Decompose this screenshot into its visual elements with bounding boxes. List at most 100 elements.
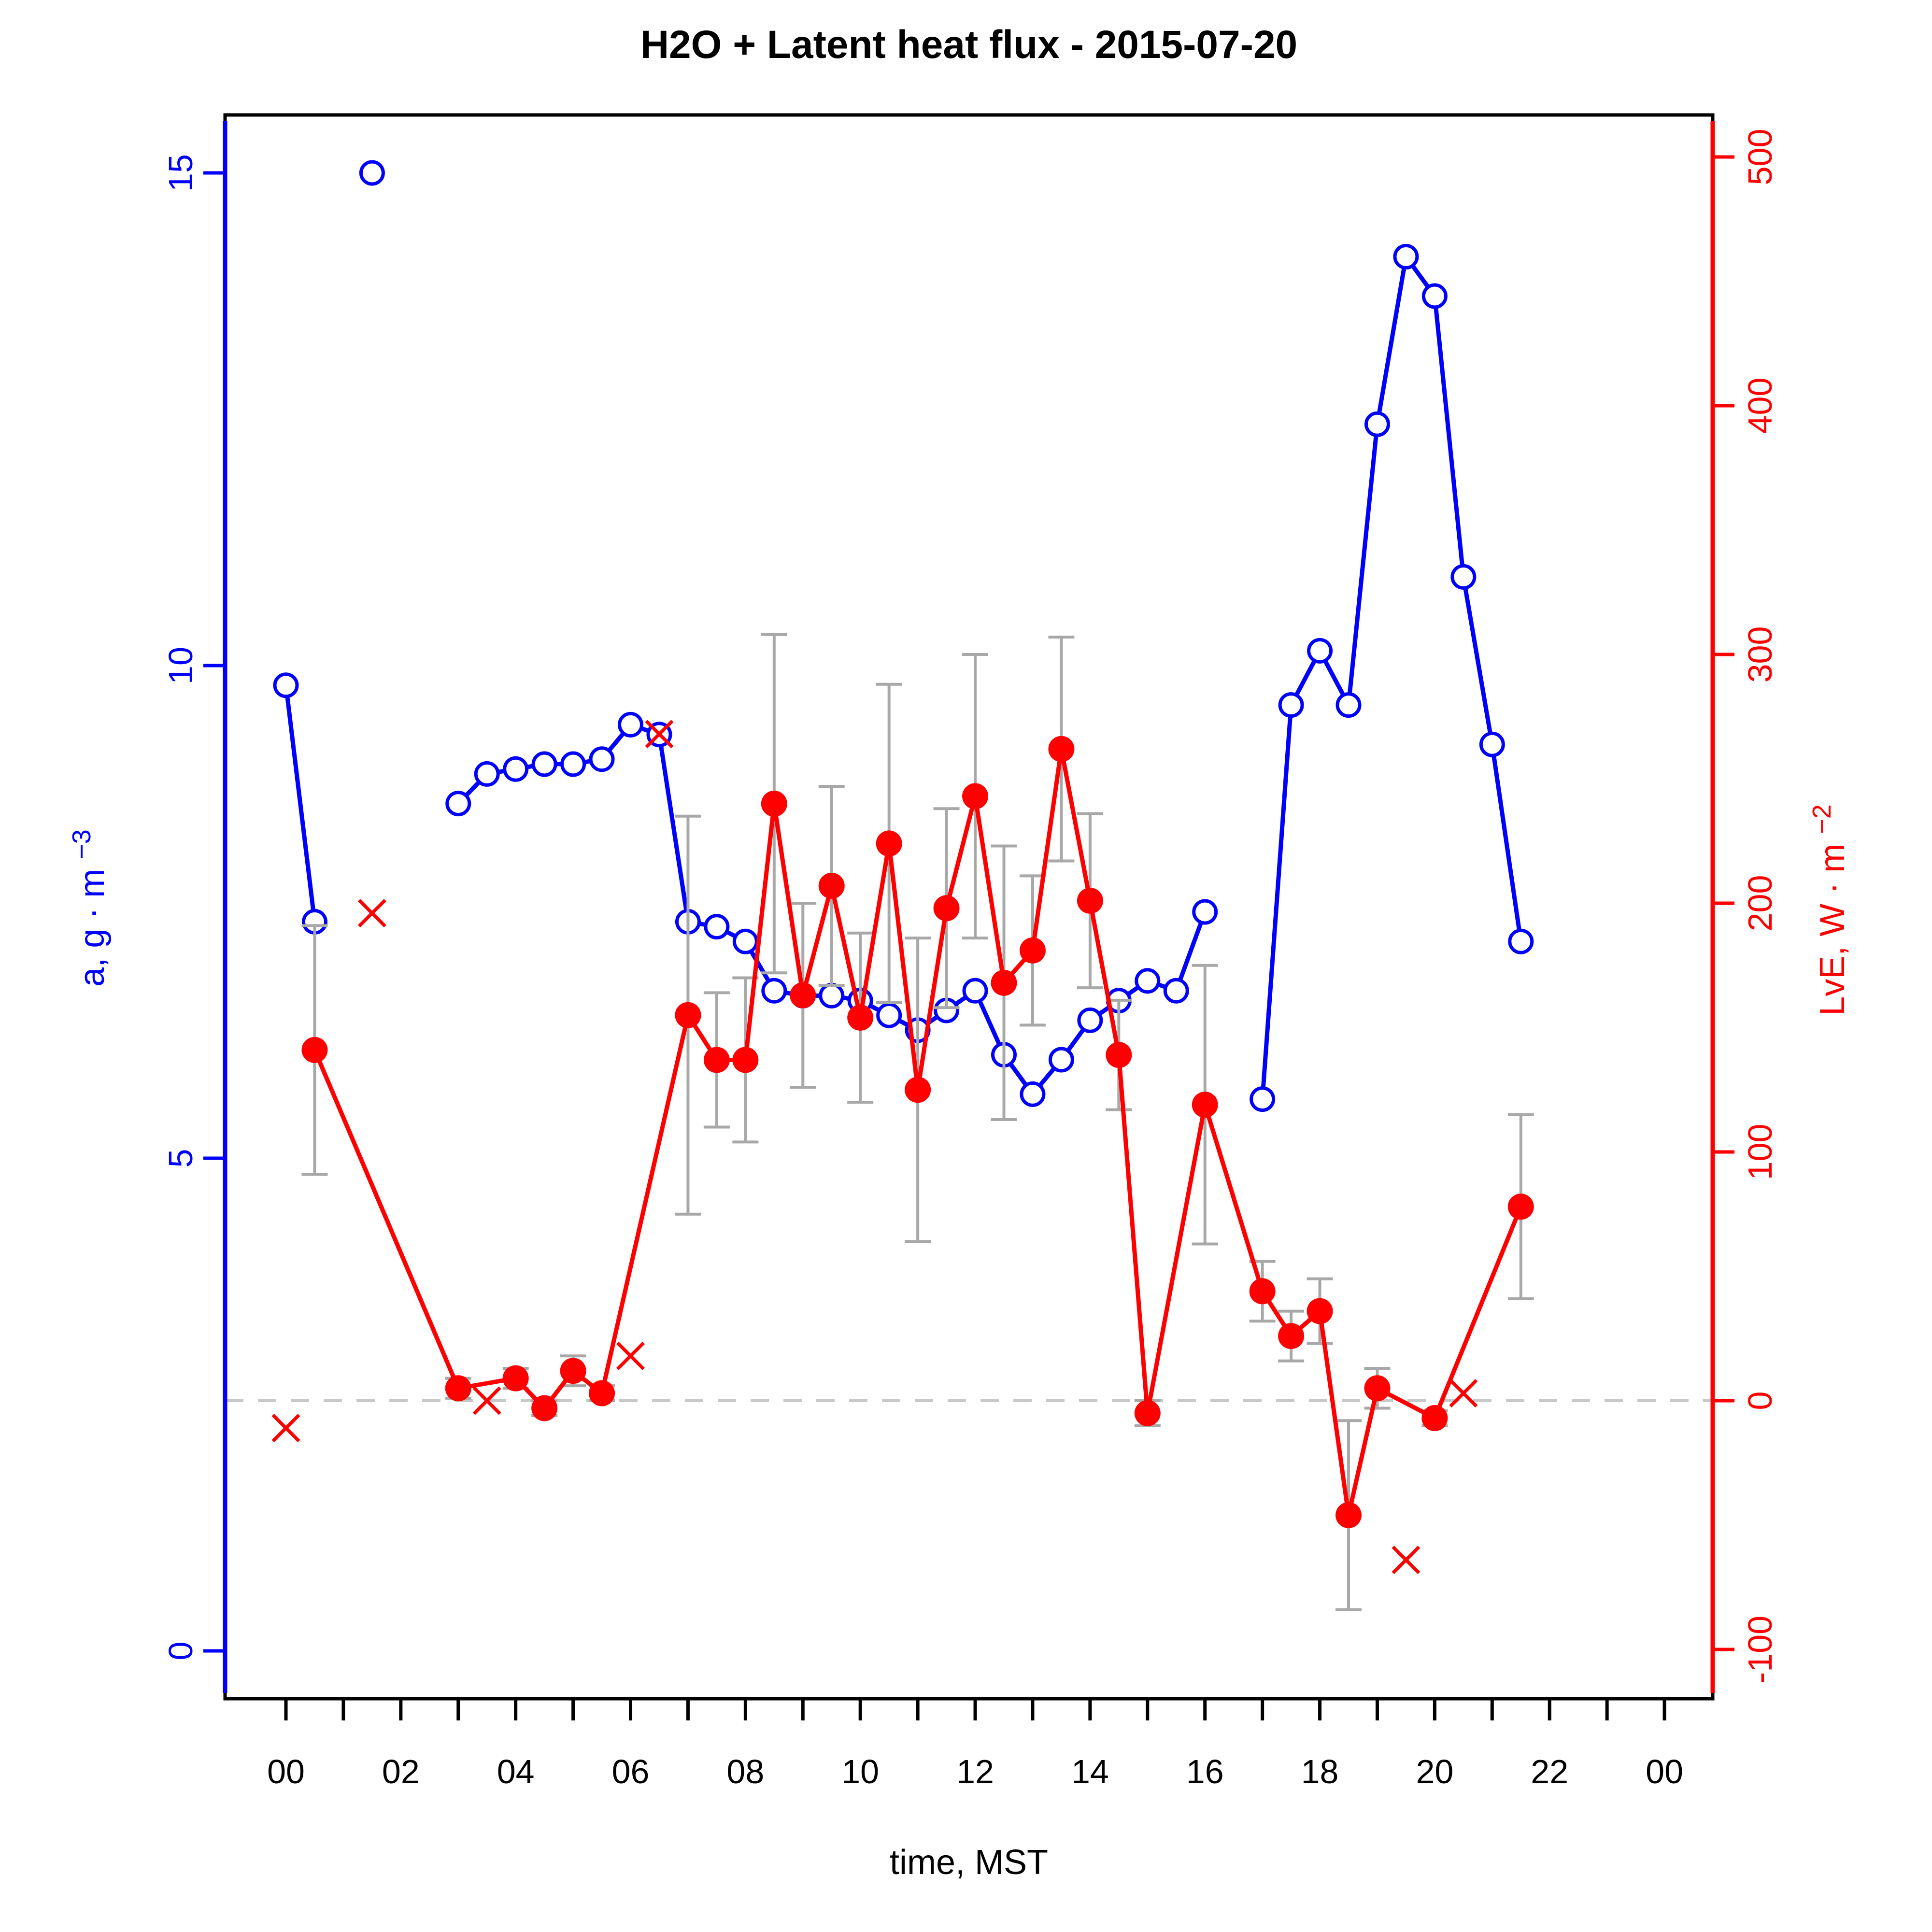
h2o-line [1260,251,1523,1099]
h2o-point [1508,928,1534,954]
h2o-point [819,982,845,1009]
rejected-cross [1392,1546,1421,1575]
h2o-point [618,711,644,738]
flux-point [1249,1278,1276,1305]
y-left-axis-title: a, g · m −3 [67,829,112,987]
y-right-tick-label: -100 [1741,1616,1779,1683]
flux-point [1192,1092,1218,1118]
flux-point [1364,1375,1391,1402]
h2o-point [761,978,787,1004]
h2o-point [1250,1086,1276,1112]
y-right-axis-title: LvE, W · m −2 [1807,804,1852,1016]
flux-point [589,1380,615,1406]
chart-title: H2O + Latent heat flux - 2015-07-20 [640,23,1297,67]
flux-point [1106,1042,1132,1068]
rejected-cross [271,1414,300,1443]
flux-point [703,1047,730,1073]
flux-point [445,1375,471,1402]
h2o-point [962,978,988,1004]
h2o-point [1135,968,1161,994]
y-right-axis-title-superscript: −2 [1807,804,1836,834]
flux-point [1048,736,1075,762]
flux-point [818,872,845,899]
flux-series [301,736,1534,1528]
flux-rejected-points [271,720,1478,1575]
y-left-axis-title-superscript: −3 [67,829,96,859]
flux-point [933,895,960,922]
h2o-point [474,761,500,787]
flux-point [560,1358,586,1384]
y-right-tick-label: 200 [1741,875,1779,932]
flux-point [675,1002,701,1028]
y-left-tick-label: 0 [162,1642,199,1661]
h2o-point [1479,731,1505,757]
x-tick-label: 22 [1531,1753,1568,1790]
x-tick-label: 00 [1646,1753,1683,1790]
flux-point [847,1004,874,1031]
x-tick-label: 14 [1071,1753,1109,1790]
flux-point [732,1047,759,1073]
h2o-point [560,751,586,777]
flux-point [1278,1323,1305,1350]
y-right-tick-label: 0 [1741,1392,1779,1410]
h2o-point [1335,692,1362,718]
flux-point [962,783,989,810]
flux-point [1335,1502,1362,1528]
h2o-point [1364,411,1390,437]
y-right-tick-label: 400 [1741,378,1779,434]
plot-frame [223,113,1715,1701]
x-axis-title: time, MST [890,1843,1048,1882]
h2o-series [273,160,1534,1112]
flux-point [1134,1400,1161,1426]
h2o-point [1020,1081,1046,1107]
h2o-point [531,751,557,777]
h2o-point [1307,638,1333,664]
h2o-point [1192,899,1218,925]
flux-point [876,830,902,857]
y-left-axis-title-base: a, g · m [73,869,112,987]
h2o-point [1048,1047,1074,1073]
x-tick-label: 08 [726,1753,764,1790]
h2o-point [445,791,471,817]
y-left-tick-label: 5 [162,1149,199,1168]
rejected-cross [645,720,674,749]
y-right-axis-title-base: LvE, W · m [1813,844,1852,1016]
flux-point [790,982,816,1009]
flux-point [761,791,787,817]
y-left-tick-label: 10 [162,647,199,684]
y-right-tick-label: 500 [1741,129,1779,185]
x-tick-label: 02 [382,1753,420,1790]
flux-point [531,1395,558,1421]
h2o-point [503,756,529,782]
h2o-point [359,160,385,186]
x-tick-label: 12 [956,1753,994,1790]
h2o-point [1163,978,1189,1004]
x-tick-label: 00 [267,1753,305,1790]
h2o-point [704,914,730,940]
rejected-cross [616,1341,645,1370]
flux-point [905,1077,931,1103]
axes-and-ticks: 00 02 04 06 08 10 12 14 16 18 20 22 00051015-1000100… [162,113,1779,1790]
flux-point [1077,887,1103,914]
flux-point [301,1037,328,1063]
rejected-cross [472,1386,501,1415]
x-tick-label: 06 [612,1753,650,1790]
y-left-tick-label: 15 [162,154,199,192]
flux-point [991,969,1017,996]
x-tick-label: 16 [1186,1753,1224,1790]
h2o-point [1393,243,1419,270]
flux-point [1019,937,1046,964]
x-tick-label: 04 [497,1753,535,1790]
x-tick-label: 20 [1416,1753,1453,1790]
h2o-point [273,672,299,698]
flux-point [1307,1298,1333,1324]
h2o-point [876,1002,902,1028]
flux-point [1507,1193,1534,1220]
h2o-line [284,685,317,922]
h2o-point [1278,692,1304,718]
flux-point [1421,1405,1448,1432]
h2o-point [1077,1007,1103,1033]
rejected-cross [357,899,386,928]
